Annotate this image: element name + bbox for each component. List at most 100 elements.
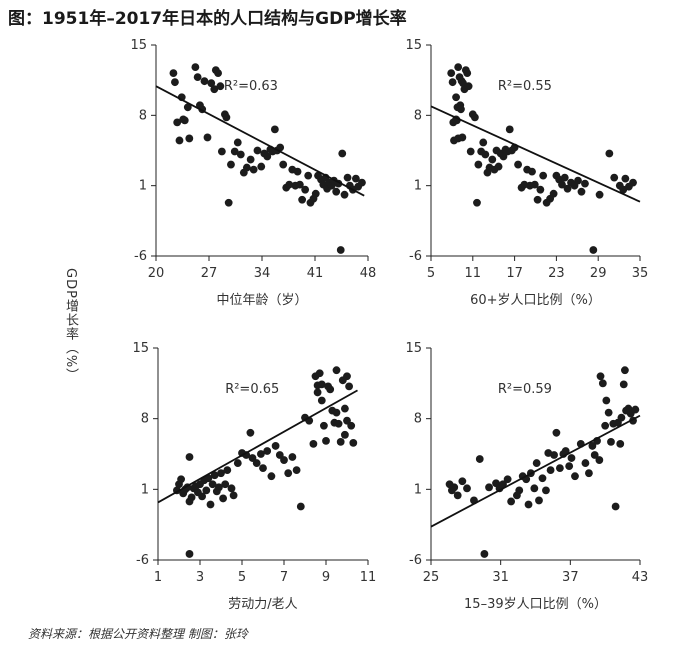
- data-point: [215, 483, 223, 492]
- data-point: [320, 421, 328, 430]
- y-tick-label: -6: [134, 249, 147, 264]
- y-tick-label: 1: [414, 482, 422, 497]
- data-point: [187, 493, 196, 502]
- data-point: [219, 494, 228, 503]
- x-tick-label: 9: [322, 570, 330, 585]
- data-point: [253, 146, 262, 155]
- data-point: [229, 491, 238, 500]
- data-point: [349, 438, 358, 447]
- data-point: [616, 440, 625, 448]
- data-point: [169, 69, 178, 78]
- data-point: [293, 167, 302, 176]
- data-point: [631, 405, 640, 414]
- data-point: [474, 160, 483, 169]
- data-point: [454, 63, 463, 72]
- data-point: [464, 82, 473, 91]
- data-point: [216, 82, 225, 91]
- data-point: [183, 103, 192, 112]
- x-tick-label: 41: [307, 266, 324, 281]
- data-point: [204, 474, 213, 483]
- data-point: [332, 366, 341, 375]
- data-point: [604, 408, 613, 417]
- data-point: [343, 173, 352, 182]
- data-point: [619, 380, 628, 389]
- data-point: [494, 162, 503, 171]
- data-point: [246, 155, 255, 164]
- data-point: [298, 195, 307, 204]
- trend-line: [430, 105, 641, 203]
- y-tick-label: -6: [409, 553, 422, 568]
- data-point: [185, 134, 194, 143]
- data-point: [233, 138, 242, 147]
- r-squared-label: R²=0.59: [498, 382, 552, 397]
- data-point: [336, 437, 345, 446]
- x-tick-label: 37: [562, 570, 579, 585]
- data-point: [296, 502, 305, 511]
- y-tick-label: 15: [132, 341, 149, 356]
- y-tick-label: -6: [409, 249, 422, 264]
- data-point: [233, 459, 242, 467]
- data-point: [222, 113, 231, 122]
- x-tick-label: 20: [148, 266, 165, 281]
- data-point: [345, 382, 353, 391]
- data-point: [292, 466, 301, 475]
- scatter-panel-4: -6 1 8 15 25 31 37 43 R²=0.59 15–39岁人口比例（%）: [405, 341, 648, 612]
- data-point: [602, 396, 611, 405]
- data-point: [259, 464, 267, 473]
- data-point: [185, 550, 194, 558]
- data-point: [267, 472, 276, 481]
- data-point: [207, 79, 216, 88]
- data-point: [193, 73, 202, 82]
- x-axis-label: 60+岁人口比例（%）: [470, 293, 601, 308]
- data-point: [301, 185, 310, 194]
- y-tick-label: 1: [141, 482, 149, 497]
- data-point: [263, 447, 272, 455]
- r-squared-label: R²=0.63: [224, 79, 278, 94]
- data-point: [177, 475, 186, 484]
- data-point: [358, 178, 366, 187]
- data-point: [595, 456, 604, 464]
- x-tick-label: 17: [506, 266, 523, 281]
- data-point: [466, 147, 475, 156]
- shared-y-axis-label: GDP增长率（%）: [63, 268, 78, 383]
- data-point: [217, 469, 225, 478]
- data-point: [530, 484, 539, 493]
- data-point: [217, 147, 226, 156]
- data-point: [560, 173, 569, 182]
- data-point: [481, 150, 490, 159]
- y-tick-label: 15: [130, 38, 147, 53]
- scatter-panel-2: -6 1 8 15 5 11 17 23 29 35 R²=0.55 60+岁人口比例（%）: [405, 38, 648, 308]
- data-point: [334, 419, 343, 428]
- x-tick-label: 35: [632, 266, 649, 281]
- data-point: [257, 450, 265, 458]
- data-point: [532, 459, 541, 467]
- data-point: [538, 474, 547, 483]
- data-point: [249, 165, 258, 174]
- data-point: [539, 171, 548, 180]
- data-point: [601, 421, 610, 430]
- data-point: [315, 369, 324, 378]
- data-point: [191, 63, 200, 72]
- data-point: [571, 472, 579, 481]
- x-tick-label: 7: [280, 570, 288, 585]
- data-point: [343, 372, 351, 381]
- data-point: [581, 459, 590, 467]
- data-point: [550, 451, 558, 459]
- x-tick-label: 11: [465, 266, 482, 281]
- data-point: [203, 133, 212, 142]
- data-point: [447, 69, 456, 78]
- data-point: [581, 179, 589, 188]
- data-point: [288, 453, 297, 461]
- data-point: [347, 421, 356, 430]
- data-point: [304, 171, 313, 180]
- data-point: [317, 396, 326, 405]
- y-tick-label: 1: [414, 179, 422, 194]
- data-point: [285, 180, 294, 189]
- data-point: [341, 404, 349, 413]
- data-point: [514, 160, 522, 169]
- data-point: [555, 464, 564, 473]
- data-point: [326, 385, 335, 394]
- data-point: [535, 496, 543, 505]
- x-tick-label: 5: [427, 266, 435, 281]
- data-point: [563, 184, 572, 193]
